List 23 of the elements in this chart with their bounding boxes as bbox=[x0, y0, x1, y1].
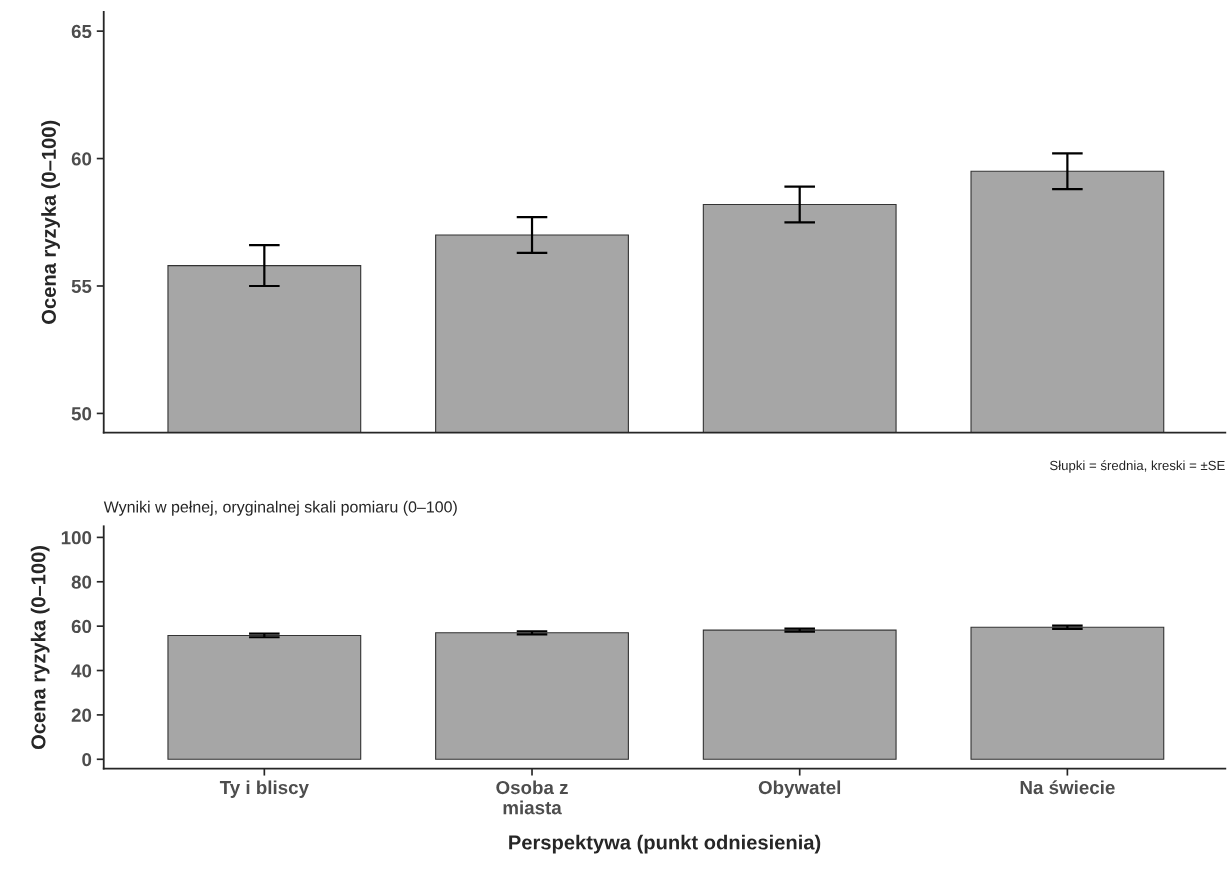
x-tick-label: Na świecie bbox=[1020, 780, 1115, 795]
bar bbox=[970, 626, 1165, 760]
y-axis-title: Ocena ryzyka (0–100) bbox=[41, 120, 60, 324]
y-tick-label: 55 bbox=[71, 279, 92, 293]
bar bbox=[435, 632, 629, 760]
y-tick-label: 60 bbox=[71, 152, 92, 166]
y-tick-label: 50 bbox=[71, 407, 92, 421]
y-tick-label: 20 bbox=[71, 708, 92, 722]
bar bbox=[167, 634, 362, 760]
x-tick-label: Ty i bliscy bbox=[219, 780, 309, 798]
text: Słupki = średnia, kreski = ±SE bbox=[1050, 460, 1225, 473]
y-tick-label: 60 bbox=[71, 619, 92, 634]
y-tick-label: 65 bbox=[71, 24, 92, 39]
y-axis-title: Ocena ryzyka (0–100) bbox=[30, 546, 50, 750]
y-tick-label: 80 bbox=[71, 575, 92, 589]
x-tick-label: Osoba z miasta bbox=[496, 780, 568, 815]
y-tick-label: 40 bbox=[71, 664, 92, 678]
chart-title: Wyniki w pełnej, oryginalnej skali pomiaru (0–100) bbox=[103, 500, 457, 516]
y-tick-label: 0 bbox=[82, 752, 92, 767]
y-tick-label: 100 bbox=[61, 531, 92, 545]
x-tick-label: Obywatel bbox=[758, 780, 841, 798]
x-axis-title: Perspektywa (punkt odniesienia) bbox=[509, 834, 821, 854]
bar bbox=[702, 629, 897, 760]
